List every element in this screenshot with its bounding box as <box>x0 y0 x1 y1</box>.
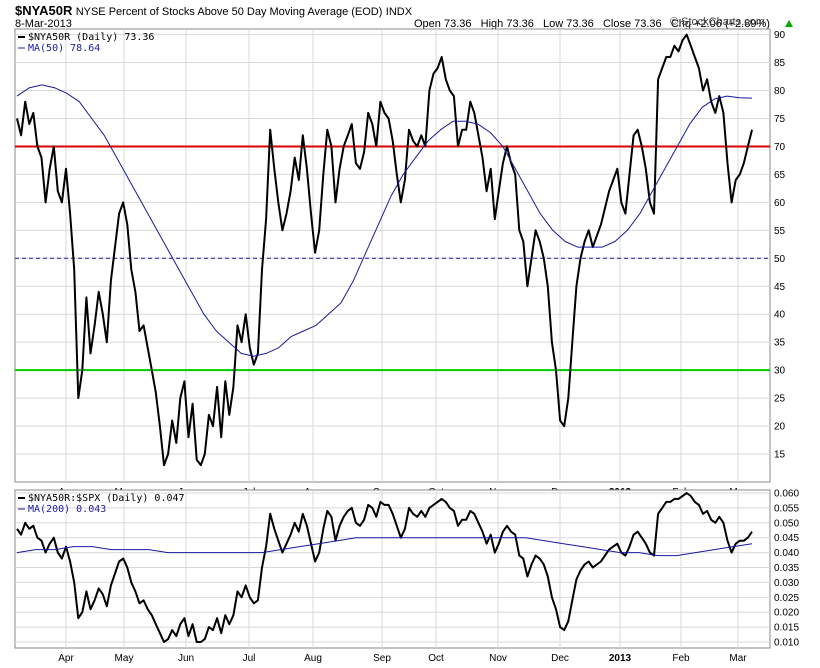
y-tick-label: 25 <box>774 394 786 405</box>
symbol-label: $NYA50R <box>15 3 73 18</box>
x-tick-label: 2013 <box>609 653 632 664</box>
y-tick-label: 60 <box>774 198 786 209</box>
ohlc-label: Open 73.36 High 73.36 Low 73.36 Close 73… <box>414 18 770 30</box>
y-tick-label: 0.010 <box>774 638 799 649</box>
plot-area-0 <box>14 28 771 483</box>
y-tick-label: 0.025 <box>774 593 799 604</box>
y-tick-label: 85 <box>774 58 786 69</box>
y-tick-label: 0.035 <box>774 563 799 574</box>
y-tick-label: 20 <box>774 422 786 433</box>
y-tick-label: 0.060 <box>774 488 799 499</box>
y-tick-label: 70 <box>774 142 786 153</box>
x-tick-label: May <box>115 653 134 664</box>
description-label: NYSE Percent of Stocks Above 50 Day Movi… <box>75 6 383 18</box>
legend-entry: $NYA50R:$SPX (Daily) 0.047 <box>28 493 185 504</box>
moving-average-line <box>16 84 753 357</box>
legend-entry: $NYA50R (Daily) 73.36 <box>28 32 154 43</box>
y-tick-label: 90 <box>774 30 786 41</box>
y-tick-label: 15 <box>774 450 786 461</box>
legend-entry: MA(200) 0.043 <box>28 504 106 515</box>
y-tick-label: 0.020 <box>774 608 799 619</box>
date-label: 8-Mar-2013 <box>15 18 72 30</box>
y-tick-label: 0.015 <box>774 623 799 634</box>
price-series-line <box>16 492 753 643</box>
x-tick-label: Jun <box>178 653 194 664</box>
watermark: © StockCharts.com <box>670 16 765 28</box>
y-tick-label: 45 <box>774 282 786 293</box>
y-tick-label: 0.040 <box>774 548 799 559</box>
y-tick-label: 75 <box>774 114 786 125</box>
x-tick-label: Feb <box>672 653 690 664</box>
plot-area-1 <box>14 489 771 649</box>
change-up-icon <box>785 20 793 27</box>
y-tick-label: 0.055 <box>774 503 799 514</box>
x-tick-label: Nov <box>489 653 507 664</box>
y-tick-label: 55 <box>774 226 786 237</box>
x-tick-label: Sep <box>373 653 391 664</box>
y-tick-label: 80 <box>774 86 786 97</box>
exchange-label: INDX <box>385 6 413 18</box>
x-tick-label: Mar <box>729 653 747 664</box>
x-tick-label: Aug <box>304 653 322 664</box>
watermark-label: © StockCharts.com <box>670 16 765 28</box>
y-tick-label: 50 <box>774 254 786 265</box>
y-tick-label: 0.050 <box>774 518 799 529</box>
y-tick-label: 65 <box>774 170 786 181</box>
y-tick-label: 40 <box>774 310 786 321</box>
y-tick-label: 30 <box>774 366 786 377</box>
y-tick-label: 0.030 <box>774 578 799 589</box>
y-tick-label: 35 <box>774 338 786 349</box>
x-tick-label: Oct <box>428 653 444 664</box>
x-tick-label: Dec <box>551 653 569 664</box>
moving-average-line <box>16 537 753 557</box>
legend-entry: MA(50) 78.64 <box>28 43 100 54</box>
x-tick-label: Jul <box>243 653 256 664</box>
price-series-line <box>16 33 753 467</box>
x-tick-label: Apr <box>58 653 74 664</box>
y-tick-label: 0.045 <box>774 533 799 544</box>
chart-header: $NYA50R NYSE Percent of Stocks Above 50 … <box>15 3 412 18</box>
